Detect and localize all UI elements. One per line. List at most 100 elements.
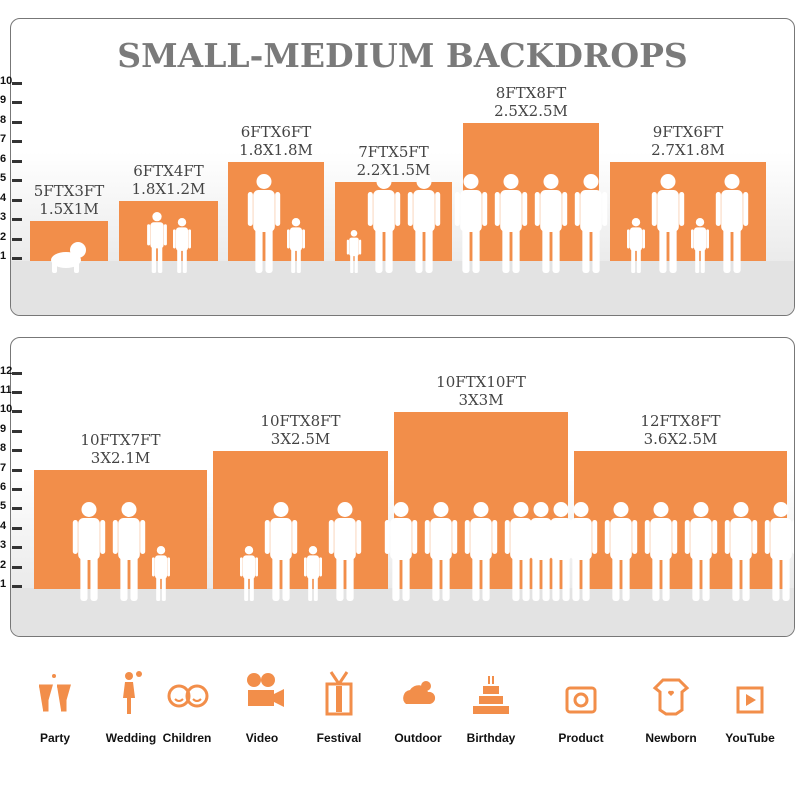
adult-silhouette — [524, 502, 557, 601]
scale-tick: 7 — [0, 461, 22, 474]
tick-label: 6 — [0, 481, 7, 493]
tick-label: 6 — [0, 152, 7, 165]
tick-mark — [12, 468, 22, 472]
tick-label: 7 — [0, 461, 7, 474]
size-feet: 10FTX7FT — [80, 431, 161, 449]
child-silhouette — [287, 218, 305, 273]
backdrop-size-label: 8FTX8FT 2.5X2.5M — [463, 84, 599, 120]
tick-label: 1 — [0, 578, 7, 590]
adult-silhouette — [384, 502, 418, 601]
scale-tick: 4 — [0, 191, 22, 204]
tick-mark — [12, 198, 22, 202]
adult-silhouette — [112, 502, 145, 601]
size-meters: 3.6X2.5M — [643, 430, 718, 448]
tick-mark — [12, 179, 22, 182]
scale-tick: 7 — [0, 133, 22, 145]
kid-silhouette — [146, 212, 167, 273]
baby-silhouette — [51, 242, 86, 273]
tick-mark — [12, 565, 22, 569]
tick-mark — [12, 526, 22, 530]
use-case-label: Wedding — [105, 731, 157, 745]
use-case-label: Children — [162, 731, 212, 745]
tick-mark — [12, 488, 22, 491]
tick-label: 8 — [0, 442, 7, 455]
adult-silhouette — [574, 174, 608, 273]
use-case-label: Outdoor — [394, 731, 442, 745]
adult-silhouette — [454, 174, 488, 273]
play-button-icon — [736, 686, 764, 714]
tick-label: 1 — [0, 250, 7, 262]
scale-tick: 1 — [0, 250, 22, 262]
tick-mark — [12, 546, 22, 550]
adult-silhouette — [424, 502, 458, 601]
size-feet: 6FTX6FT — [240, 123, 312, 141]
tick-mark — [12, 140, 22, 143]
tick-label: 5 — [0, 500, 7, 513]
use-case-label: Product — [558, 731, 604, 745]
use-case-birthday: Birthday — [456, 665, 526, 745]
use-case-festival: Festival — [304, 665, 374, 745]
use-case-label: Video — [245, 731, 279, 745]
tick-label: 4 — [0, 519, 7, 532]
size-feet: 8FTX8FT — [495, 84, 567, 102]
tick-mark — [12, 585, 22, 588]
tick-mark — [12, 101, 22, 104]
use-case-outdoor: Outdoor — [383, 665, 453, 745]
adult-silhouette — [764, 502, 794, 601]
size-meters: 2.5X2.5M — [494, 102, 568, 120]
scale-tick: 9 — [0, 94, 22, 106]
tick-label: 3 — [0, 211, 7, 223]
tick-label: 9 — [0, 94, 7, 106]
film-camera-icon — [247, 673, 284, 707]
scale-tick: 5 — [0, 172, 22, 184]
backdrop-size-label: 6FTX6FT 1.8X1.8M — [228, 123, 324, 159]
tick-mark — [12, 391, 22, 394]
backdrop-size-label: 10FTX7FT 3X2.1M — [34, 431, 207, 467]
size-meters: 3X3M — [458, 391, 504, 409]
scale-tick: 3 — [0, 539, 22, 551]
size-meters: 1.5X1M — [39, 200, 99, 218]
backdrop-size-label: 6FTX4FT 1.8X1.2M — [119, 162, 218, 198]
use-case-label: Newborn — [645, 731, 697, 745]
tick-mark — [12, 81, 22, 85]
size-meters: 2.7X1.8M — [651, 141, 725, 159]
backdrop-size-label: 12FTX8FT 3.6X2.5M — [574, 412, 787, 448]
size-feet: 5FTX3FT — [33, 182, 105, 200]
toddler-silhouette — [346, 230, 361, 273]
size-feet: 12FTX8FT — [640, 412, 721, 430]
tick-label: 12 — [0, 364, 13, 377]
scale-tick: 8 — [0, 114, 22, 126]
child-silhouette — [691, 218, 709, 273]
adult-silhouette — [264, 502, 297, 601]
tick-label: 10 — [0, 403, 13, 416]
tick-label: 2 — [0, 230, 7, 243]
backdrop-8ftx8ft — [463, 123, 599, 261]
backdrop-size-label: 10FTX8FT 3X2.5M — [213, 412, 388, 448]
adult-silhouette — [651, 174, 685, 273]
size-feet: 10FTX10FT — [436, 373, 526, 391]
tick-mark — [12, 159, 22, 163]
tick-label: 7 — [0, 133, 7, 145]
scale-tick: 10 — [0, 74, 22, 87]
scale-tick: 2 — [0, 230, 22, 243]
size-meters: 3X2.5M — [270, 430, 331, 448]
backdrop-6ftx4ft — [119, 201, 218, 261]
scale-tick: 5 — [0, 500, 22, 513]
size-feet: 7FTX5FT — [358, 143, 429, 161]
use-case-label: Party — [39, 731, 71, 745]
size-meters: 2.2X1.5M — [356, 161, 431, 179]
use-case-label: Birthday — [466, 731, 516, 745]
size-meters: 1.8X1.8M — [239, 141, 313, 159]
adult-silhouette — [644, 502, 677, 601]
adult-silhouette — [328, 502, 361, 601]
use-case-label: YouTube — [725, 731, 775, 745]
tick-label: 4 — [0, 191, 7, 204]
large-panel: 10FTX7FT 3X2.1M 10FTX8FT 3X2.5M — [10, 337, 795, 637]
use-case-children: Children — [152, 665, 222, 745]
child-silhouette — [627, 218, 645, 273]
use-case-label: Festival — [316, 731, 362, 745]
adult-silhouette — [684, 502, 717, 601]
tick-mark — [12, 410, 22, 414]
adult-silhouette — [367, 174, 400, 273]
tick-label: 10 — [0, 74, 13, 87]
